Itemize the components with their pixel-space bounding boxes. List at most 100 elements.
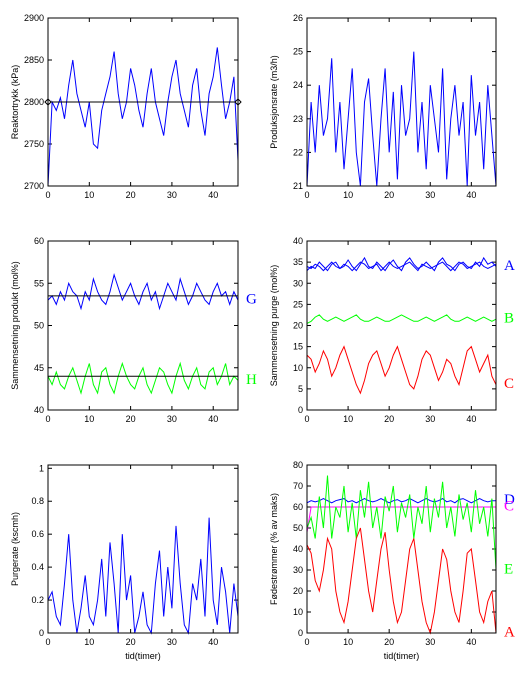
x-tick-label: 40 [208,414,218,424]
x-tick-label: 0 [45,637,50,647]
x-tick-label: 10 [84,414,94,424]
x-tick-label: 10 [84,190,94,200]
series-line [306,527,497,635]
y-tick-label: 30 [293,278,303,288]
plot-area [48,465,238,633]
series-line [306,261,497,272]
y-tick-label: 10 [293,607,303,617]
series-label: G [246,292,257,308]
x-tick-label: 0 [45,190,50,200]
y-tick-label: 40 [293,236,303,246]
y-tick-label: 0.2 [31,595,44,605]
y-axis-label: Purgerate (kscmh) [10,512,20,586]
plot-area [307,18,496,186]
y-tick-label: 30 [293,565,303,575]
series-label: D [504,492,515,508]
y-tick-label: 26 [293,13,303,23]
y-tick-label: 2750 [24,139,44,149]
x-tick-label: 30 [425,190,435,200]
series-line [306,314,497,324]
y-tick-label: 60 [34,236,44,246]
series-line [306,475,497,571]
series-line [47,272,239,311]
axes-frame [306,17,497,187]
series-label: A [504,624,515,640]
plot-area [48,241,238,410]
y-axis-label: Produksjonsrate (m3/h) [269,55,279,149]
series-line [47,517,239,635]
y-tick-label: 0 [39,628,44,638]
x-tick-label: 30 [167,637,177,647]
y-tick-label: 0 [298,405,303,415]
y-tick-label: 25 [293,47,303,57]
x-tick-label: 10 [343,190,353,200]
y-tick-label: 1 [39,463,44,473]
series-line [306,506,496,533]
x-tick-label: 0 [304,637,309,647]
x-tick-label: 30 [167,190,177,200]
series-label: C [504,498,514,514]
series-label: A [504,258,515,274]
x-tick-label: 10 [343,414,353,424]
y-tick-label: 2900 [24,13,44,23]
x-tick-label: 40 [208,190,218,200]
series-line [306,256,497,272]
y-tick-label: 60 [293,502,303,512]
x-tick-label: 0 [45,414,50,424]
y-tick-label: 5 [298,384,303,394]
axes-frame [47,240,239,411]
y-tick-label: 0 [298,628,303,638]
x-tick-label: 20 [384,190,394,200]
y-tick-label: 0.4 [31,562,44,572]
axes-frame [47,17,239,187]
series-line [306,345,497,395]
y-tick-label: 2700 [24,181,44,191]
x-tick-label: 40 [466,190,476,200]
series-label: B [504,311,514,327]
y-axis-label: Sammensetning produkt (mol%) [10,261,20,390]
series-line [47,361,239,395]
y-tick-label: 20 [293,321,303,331]
x-tick-label: 20 [384,414,394,424]
y-tick-label: 50 [34,321,44,331]
x-tick-label: 20 [384,637,394,647]
series-label: E [504,561,513,577]
y-tick-label: 80 [293,460,303,470]
axes-frame [306,240,497,411]
y-tick-label: 0.6 [31,529,44,539]
series-label: C [504,376,514,392]
y-tick-label: 2850 [24,55,44,65]
x-tick-label: 20 [126,190,136,200]
y-tick-label: 45 [34,363,44,373]
y-tick-label: 40 [293,544,303,554]
x-tick-label: 40 [208,637,218,647]
series-line [47,47,239,187]
x-axis-label: tid(timer) [384,651,420,661]
x-tick-label: 20 [126,414,136,424]
y-tick-label: 50 [293,523,303,533]
y-tick-label: 10 [293,363,303,373]
x-tick-label: 30 [167,414,177,424]
y-tick-label: 23 [293,114,303,124]
x-tick-label: 40 [466,637,476,647]
plot-area [307,241,496,410]
axes-frame [306,464,497,634]
y-tick-label: 55 [34,278,44,288]
x-tick-label: 0 [304,414,309,424]
series-label: H [246,372,257,388]
y-tick-label: 25 [293,299,303,309]
x-tick-label: 40 [466,414,476,424]
x-tick-label: 30 [425,414,435,424]
y-axis-label: Fødestrømmer (% av maks) [269,493,279,605]
series-line [306,498,496,504]
x-tick-label: 10 [343,637,353,647]
y-tick-label: 21 [293,181,303,191]
axes-frame [47,464,239,634]
y-tick-label: 35 [293,257,303,267]
y-tick-label: 24 [293,80,303,90]
y-axis-label: Sammensetning purge (mol%) [269,265,279,387]
x-axis-label: tid(timer) [125,651,161,661]
y-tick-label: 2800 [24,97,44,107]
x-tick-label: 20 [126,637,136,647]
